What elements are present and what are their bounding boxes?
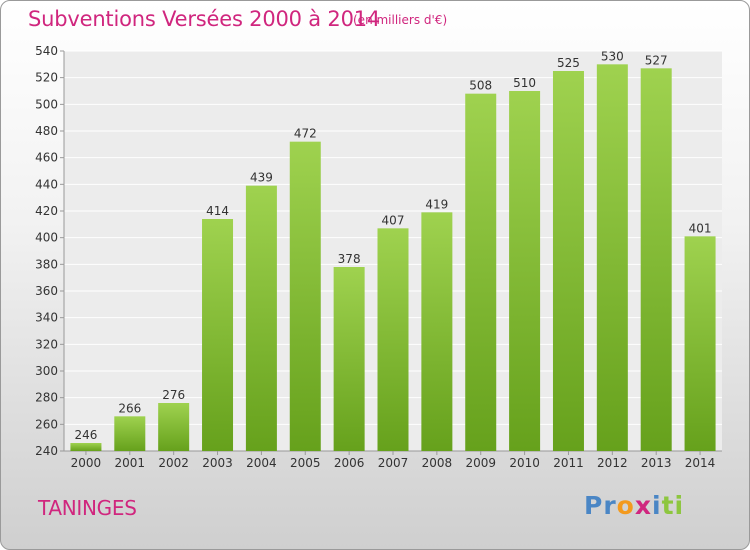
data-label: 510 [513, 76, 536, 90]
x-tick-label: 2010 [509, 456, 540, 470]
y-tick-label: 480 [35, 124, 58, 138]
y-tick-label: 520 [35, 71, 58, 85]
bar [640, 68, 672, 451]
chart-unit: (en milliers d'€) [353, 13, 448, 27]
data-label: 419 [425, 197, 448, 211]
x-tick-label: 2008 [422, 456, 453, 470]
bar [684, 236, 716, 451]
bar [289, 141, 321, 451]
x-tick-label: 2007 [378, 456, 409, 470]
data-label: 407 [382, 213, 405, 227]
y-tick-label: 540 [35, 44, 58, 58]
bar [245, 185, 277, 451]
y-tick-label: 260 [35, 417, 58, 431]
bar [377, 228, 409, 451]
bar [202, 219, 234, 451]
logo-part-4: i [651, 491, 662, 520]
y-tick-label: 360 [35, 284, 58, 298]
x-tick-label: 2004 [246, 456, 277, 470]
x-tick-label: 2013 [641, 456, 672, 470]
y-tick-label: 240 [35, 444, 58, 458]
y-tick-label: 460 [35, 151, 58, 165]
bar [114, 416, 146, 451]
y-tick-label: 320 [35, 337, 58, 351]
data-label: 472 [294, 127, 317, 141]
x-tick-label: 2003 [202, 456, 233, 470]
x-tick-label: 2011 [553, 456, 584, 470]
bar [421, 212, 453, 451]
y-tick-label: 300 [35, 364, 58, 378]
bar [596, 64, 628, 452]
x-tick-label: 2012 [597, 456, 628, 470]
data-label: 530 [601, 49, 624, 63]
proxiti-logo[interactable]: Proxiti [584, 491, 684, 520]
data-label: 246 [74, 428, 97, 442]
data-label: 508 [469, 79, 492, 93]
logo-part-5: ti [661, 491, 685, 520]
data-label: 525 [557, 56, 580, 70]
x-tick-label: 2002 [158, 456, 189, 470]
commune-name: TANINGES [38, 496, 137, 520]
data-label: 527 [645, 53, 668, 67]
y-tick-label: 440 [35, 177, 58, 191]
data-label: 414 [206, 204, 229, 218]
bar [552, 71, 584, 451]
bar [465, 93, 497, 452]
x-tick-label: 2014 [685, 456, 716, 470]
chart-title: Subventions Versées 2000 à 2014 [28, 7, 381, 31]
logo-part-2: o [616, 491, 635, 520]
x-tick-label: 2000 [71, 456, 102, 470]
data-label: 439 [250, 171, 273, 185]
logo-part-1: Pr [584, 491, 617, 520]
bar [333, 267, 365, 451]
y-tick-label: 280 [35, 391, 58, 405]
bar [158, 403, 190, 451]
y-tick-label: 500 [35, 97, 58, 111]
data-label: 266 [118, 401, 141, 415]
x-tick-label: 2006 [334, 456, 365, 470]
bar [70, 443, 102, 451]
data-label: 401 [689, 221, 712, 235]
x-tick-label: 2001 [115, 456, 146, 470]
logo-part-3: x [634, 491, 652, 520]
data-label: 378 [338, 252, 361, 266]
bar [509, 91, 541, 451]
data-label: 276 [162, 388, 185, 402]
x-tick-label: 2005 [290, 456, 321, 470]
y-tick-label: 420 [35, 204, 58, 218]
y-tick-label: 380 [35, 257, 58, 271]
x-tick-label: 2009 [465, 456, 496, 470]
y-tick-label: 340 [35, 311, 58, 325]
y-tick-label: 400 [35, 231, 58, 245]
